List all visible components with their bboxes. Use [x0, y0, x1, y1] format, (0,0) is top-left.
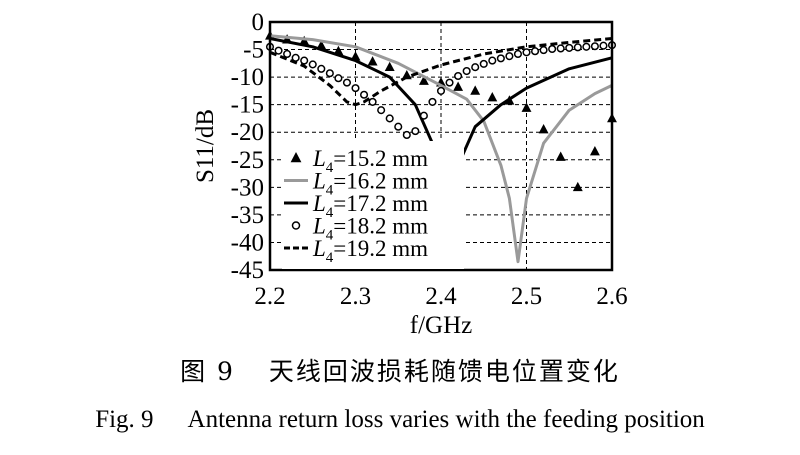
series-l4-15-2-mm-point — [538, 123, 549, 134]
series-l4-15-2-mm — [265, 30, 617, 192]
series-l4-15-2-mm-point — [367, 56, 378, 66]
y-tick-label: -5 — [243, 37, 264, 64]
y-tick-label: -30 — [231, 174, 264, 201]
y-tick-label: -40 — [231, 229, 264, 256]
series-l4-18-2-mm-point — [325, 69, 334, 78]
series-l4-18-2-mm-point — [334, 74, 343, 83]
x-tick-label: 2.4 — [425, 283, 457, 310]
series-l4-18-2-mm-point — [368, 97, 377, 106]
series-l4-15-2-mm-point — [384, 61, 395, 72]
series-l4-16-2-mm-line — [269, 34, 613, 264]
series-l4-15-2-mm-point — [572, 181, 583, 192]
series-l4-15-2-mm-point — [555, 151, 566, 161]
x-tick-label: 2.2 — [254, 283, 285, 310]
legend-label: L4=19.2 mm — [312, 236, 428, 266]
y-axis-label: S11/dB — [192, 109, 219, 183]
series-l4-15-2-mm-point — [299, 35, 310, 46]
figure-caption-chinese: 图 9 天线回波损耗随馈电位置变化 — [0, 352, 800, 388]
series-l4-18-2-mm-point — [513, 49, 523, 59]
legend-item: L4=18.2 mm — [291, 214, 428, 244]
series-l4-18-2-mm-point — [522, 48, 531, 57]
series-l4-15-2-mm-point — [589, 146, 600, 156]
legend-item: L4=19.2 mm — [284, 236, 428, 266]
legend-label: L4=16.2 mm — [312, 169, 428, 199]
y-tick-label: -20 — [231, 119, 264, 146]
ticks-layer: 2.2 2.3 2.4 2.5 2.6 0-5-10-15-20-25-30-35-40-… — [231, 9, 628, 310]
series-l4-18-2-mm-point — [283, 49, 292, 59]
series-l4-18-2-mm-point — [531, 47, 540, 56]
series-l4-15-2-mm-point — [487, 92, 498, 102]
x-axis-label: f/GHz — [410, 312, 472, 339]
series-l4-15-2-mm-point — [521, 102, 532, 112]
s11-chart: 2.2 2.3 2.4 2.5 2.6 0-5-10-15-20-25-30-35-40-… — [192, 9, 628, 339]
series-l4-18-2-mm-point — [342, 78, 352, 87]
series-l4-15-2-mm-point — [470, 85, 481, 95]
series-l4-19-2-mm — [269, 37, 613, 107]
series-l4-18-2-mm-point — [308, 60, 317, 69]
series-l4-18-2-mm-point — [479, 59, 488, 68]
legend-item: L4=15.2 mm — [290, 146, 428, 176]
series-l4-18-2-mm-point — [274, 46, 283, 55]
legend-item: L4=16.2 mm — [284, 169, 428, 199]
y-tick-label: 0 — [252, 9, 265, 36]
y-tick-label: -25 — [231, 147, 264, 174]
legend-label: L4=17.2 mm — [312, 191, 428, 221]
series-l4-18-2-mm-point — [582, 42, 591, 51]
series-l4-18-2-mm-point — [360, 90, 369, 99]
legend-circle-marker — [291, 221, 301, 230]
series-l4-18-2-mm-point — [471, 63, 480, 72]
series-l4-18-2-mm-point — [317, 64, 326, 73]
series-l4-18-2-mm-point — [539, 46, 548, 55]
series-l4-18-2-mm-point — [488, 56, 497, 65]
series-l4-18-2-mm-point — [462, 66, 471, 76]
figure-caption-english: Fig. 9 Antenna return loss varies with th… — [0, 406, 800, 434]
series-l4-15-2-mm-point — [418, 75, 429, 85]
series-l4-18-2-mm-point — [419, 111, 428, 120]
series-l4-18-2-mm-point — [573, 43, 582, 52]
figure-label-english: Fig. 9 — [95, 406, 154, 433]
series-l4-18-2-mm-point — [394, 122, 403, 131]
series-l4-18-2-mm-point — [445, 78, 454, 87]
series-l4-16-2-mm — [269, 34, 613, 264]
series-l4-18-2-mm-point — [556, 44, 565, 53]
figure-title-chinese: 天线回波损耗随馈电位置变化 — [268, 357, 620, 386]
series-l4-18-2-mm-point — [300, 56, 309, 65]
legend-label: L4=18.2 mm — [312, 214, 428, 244]
series-l4-18-2-mm-point — [454, 71, 463, 81]
series-l4-18-2-mm-point — [548, 44, 557, 54]
series-l4-18-2-mm-point — [590, 42, 599, 51]
legend-item: L4=17.2 mm — [284, 191, 428, 221]
legend-triangle-marker — [290, 152, 302, 163]
series-l4-18-2-mm-point — [599, 41, 608, 50]
legend-label: L4=15.2 mm — [312, 146, 428, 176]
series-l4-18-2-mm-point — [505, 52, 514, 61]
series-l4-19-2-mm-line — [269, 37, 613, 107]
y-tick-label: -10 — [231, 64, 264, 91]
y-tick-label: -35 — [231, 202, 264, 229]
series-l4-15-2-mm-point — [453, 81, 464, 91]
x-tick-label: 2.3 — [340, 283, 371, 310]
series-l4-18-2-mm-point — [496, 54, 505, 63]
series-l4-18-2-mm-point — [351, 84, 360, 93]
series-l4-18-2-mm-point — [411, 127, 420, 136]
y-tick-label: -15 — [231, 92, 264, 119]
legend-background — [282, 141, 464, 269]
series-l4-18-2-mm-point — [428, 97, 437, 106]
series-l4-18-2-mm-point — [385, 114, 394, 123]
series-l4-18-2-mm-point — [377, 106, 386, 115]
x-tick-label: 2.5 — [511, 283, 542, 310]
plot-frame — [268, 20, 614, 272]
figure-title-english: Antenna return loss varies with the feed… — [187, 406, 705, 433]
figure-label-chinese: 图 9 — [180, 357, 235, 386]
series-l4-18-2-mm — [265, 41, 617, 140]
series-l4-18-2-mm-point — [565, 43, 574, 52]
x-tick-label: 2.6 — [596, 283, 627, 310]
series-l4-18-2-mm-point — [402, 130, 411, 140]
y-tick-label: -45 — [231, 257, 264, 284]
series-l4-18-2-mm-point — [436, 86, 446, 95]
